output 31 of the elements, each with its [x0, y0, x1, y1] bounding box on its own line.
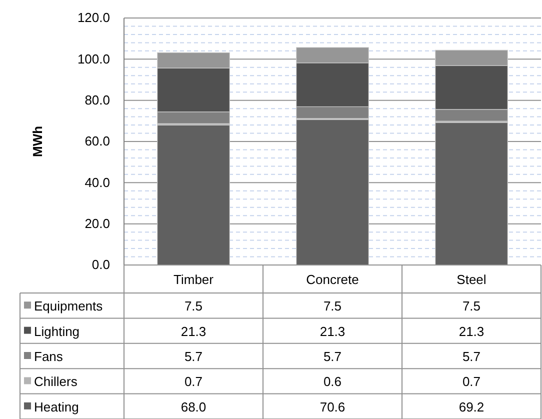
data-label: 0.6 [323, 374, 342, 390]
data-label: 0.7 [184, 374, 203, 390]
data-label: 70.6 [320, 399, 346, 414]
y-tick-label: 80.0 [84, 92, 110, 108]
y-tick-label: 40.0 [84, 174, 110, 190]
legend-label: Equipments [34, 298, 104, 314]
legend-label: Chillers [34, 374, 78, 390]
y-tick-label: 20.0 [84, 216, 110, 231]
y-tick-label: 100.0 [77, 51, 110, 66]
data-label: 68.0 [180, 399, 206, 414]
data-label: 21.3 [458, 324, 484, 339]
legend-label: Lighting [34, 324, 80, 339]
y-tick-label: 60.0 [84, 134, 110, 149]
data-label: 21.3 [320, 324, 346, 339]
data-label: 7.5 [323, 298, 342, 314]
data-label: 7.5 [184, 298, 203, 314]
data-label: 7.5 [462, 298, 481, 314]
x-tick-label: Timber [174, 272, 214, 287]
y-tick-label: 0.0 [92, 257, 110, 272]
y-tick-label: 120.0 [77, 10, 110, 26]
data-label: 0.7 [462, 374, 481, 390]
data-label: 69.2 [458, 399, 484, 414]
legend-label: Fans [34, 349, 64, 364]
data-label: 5.7 [462, 349, 481, 364]
data-label: 5.7 [323, 349, 342, 364]
data-label: 21.3 [180, 324, 206, 339]
x-tick-label: Concrete [306, 272, 359, 287]
x-tick-label: Steel [456, 272, 486, 287]
legend-label: Heating [34, 399, 79, 414]
y-axis-title: MWh [30, 126, 45, 158]
data-label: 5.7 [184, 349, 203, 364]
